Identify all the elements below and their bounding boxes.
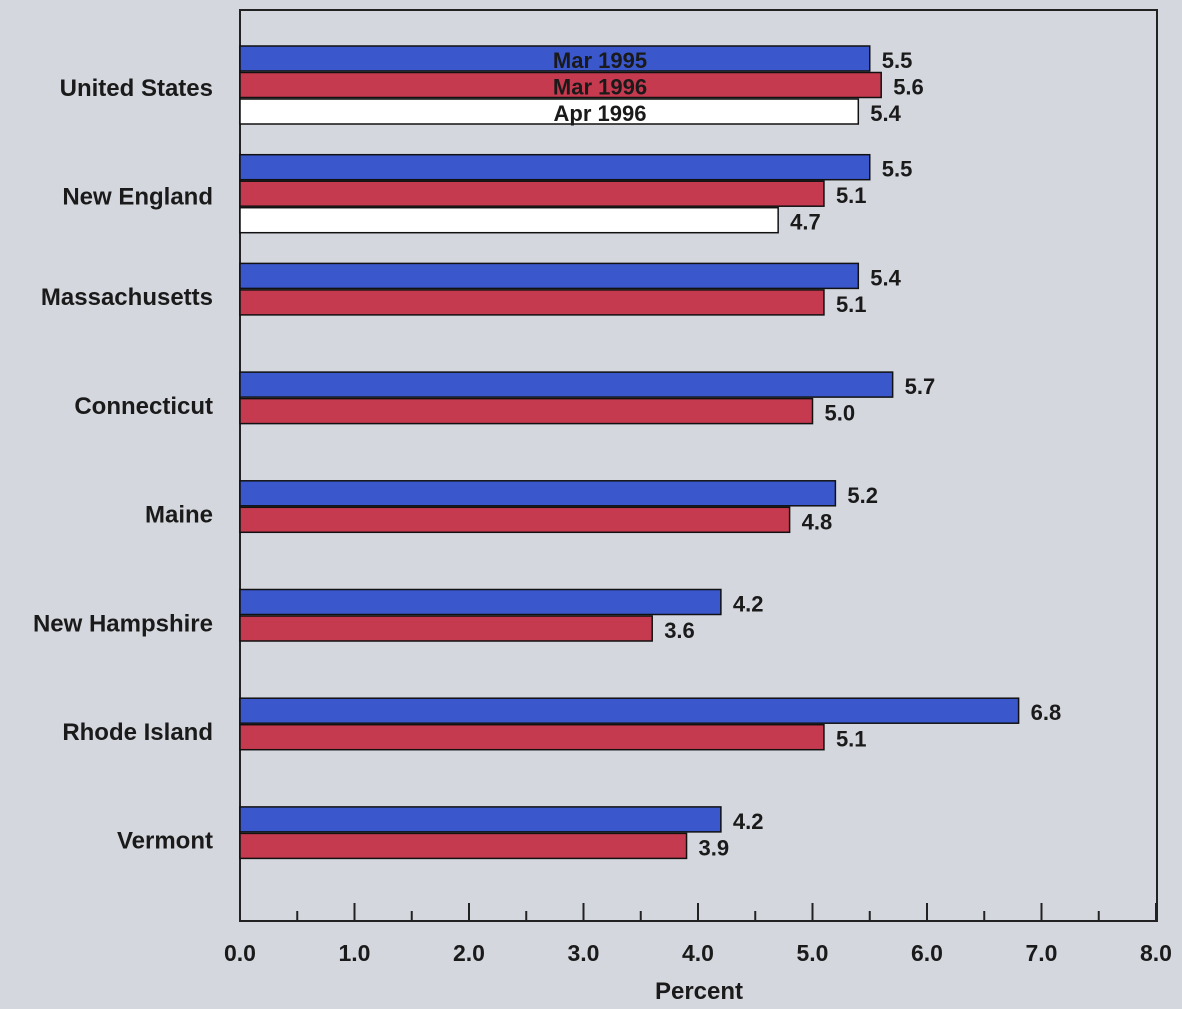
bar xyxy=(239,153,871,181)
x-axis-title: Percent xyxy=(655,978,743,1004)
bar-value-label: 5.5 xyxy=(882,157,913,182)
bar xyxy=(239,588,722,616)
category-label: Connecticut xyxy=(74,393,213,420)
bar-value-label: 4.7 xyxy=(790,210,821,235)
bar-value-label: 3.9 xyxy=(699,835,730,860)
bar-value-label: 5.1 xyxy=(836,292,867,317)
legend-label: Mar 1996 xyxy=(553,75,647,100)
category-label: New Hampshire xyxy=(33,610,213,637)
bar-value-label: 4.2 xyxy=(733,592,764,617)
bar-value-label: 4.8 xyxy=(802,509,833,534)
bar xyxy=(239,397,814,425)
category-label: Massachusetts xyxy=(41,284,213,311)
bar-value-label: 5.5 xyxy=(882,48,913,73)
bar-value-label: 4.2 xyxy=(733,809,764,834)
bar-value-label: 5.4 xyxy=(870,265,901,290)
bar xyxy=(239,371,894,398)
category-label: New England xyxy=(62,184,213,211)
x-tick-label: 2.0 xyxy=(453,940,485,966)
category-label: Rhode Island xyxy=(62,719,213,746)
bar xyxy=(239,723,825,751)
x-tick-label: 6.0 xyxy=(911,940,943,966)
x-tick-label: 4.0 xyxy=(682,940,714,966)
category-label: United States xyxy=(60,75,213,102)
bar xyxy=(239,806,722,833)
bar-value-label: 5.2 xyxy=(847,483,878,508)
x-tick-label: 1.0 xyxy=(339,940,371,966)
x-tick-label: 0.0 xyxy=(224,940,256,966)
legend-label: Apr 1996 xyxy=(554,101,647,126)
bar-value-label: 5.0 xyxy=(825,401,856,426)
bar xyxy=(239,697,1020,724)
plot-area xyxy=(239,9,1158,922)
x-tick-label: 3.0 xyxy=(568,940,600,966)
bar xyxy=(239,289,825,316)
bar-value-label: 3.6 xyxy=(664,618,695,643)
bar xyxy=(239,98,860,125)
category-label: Vermont xyxy=(117,828,213,855)
x-tick-label: 5.0 xyxy=(797,940,829,966)
x-tick-label: 7.0 xyxy=(1026,940,1058,966)
bar xyxy=(239,45,871,72)
bar-value-label: 5.6 xyxy=(893,75,924,100)
bar-value-label: 5.1 xyxy=(836,727,867,752)
bar xyxy=(239,615,653,642)
bar-value-label: 5.4 xyxy=(870,101,901,126)
bar-value-label: 6.8 xyxy=(1031,700,1062,725)
bar xyxy=(239,506,791,534)
x-tick-label: 8.0 xyxy=(1140,940,1172,966)
bar-value-label: 5.7 xyxy=(905,374,936,399)
bar xyxy=(239,206,779,234)
bar xyxy=(239,180,825,207)
bar xyxy=(239,832,688,860)
category-label: Maine xyxy=(145,502,213,529)
bar xyxy=(239,480,837,507)
bar xyxy=(239,262,860,290)
bar-value-label: 5.1 xyxy=(836,183,867,208)
bar xyxy=(239,71,882,99)
legend-label: Mar 1995 xyxy=(553,48,647,73)
